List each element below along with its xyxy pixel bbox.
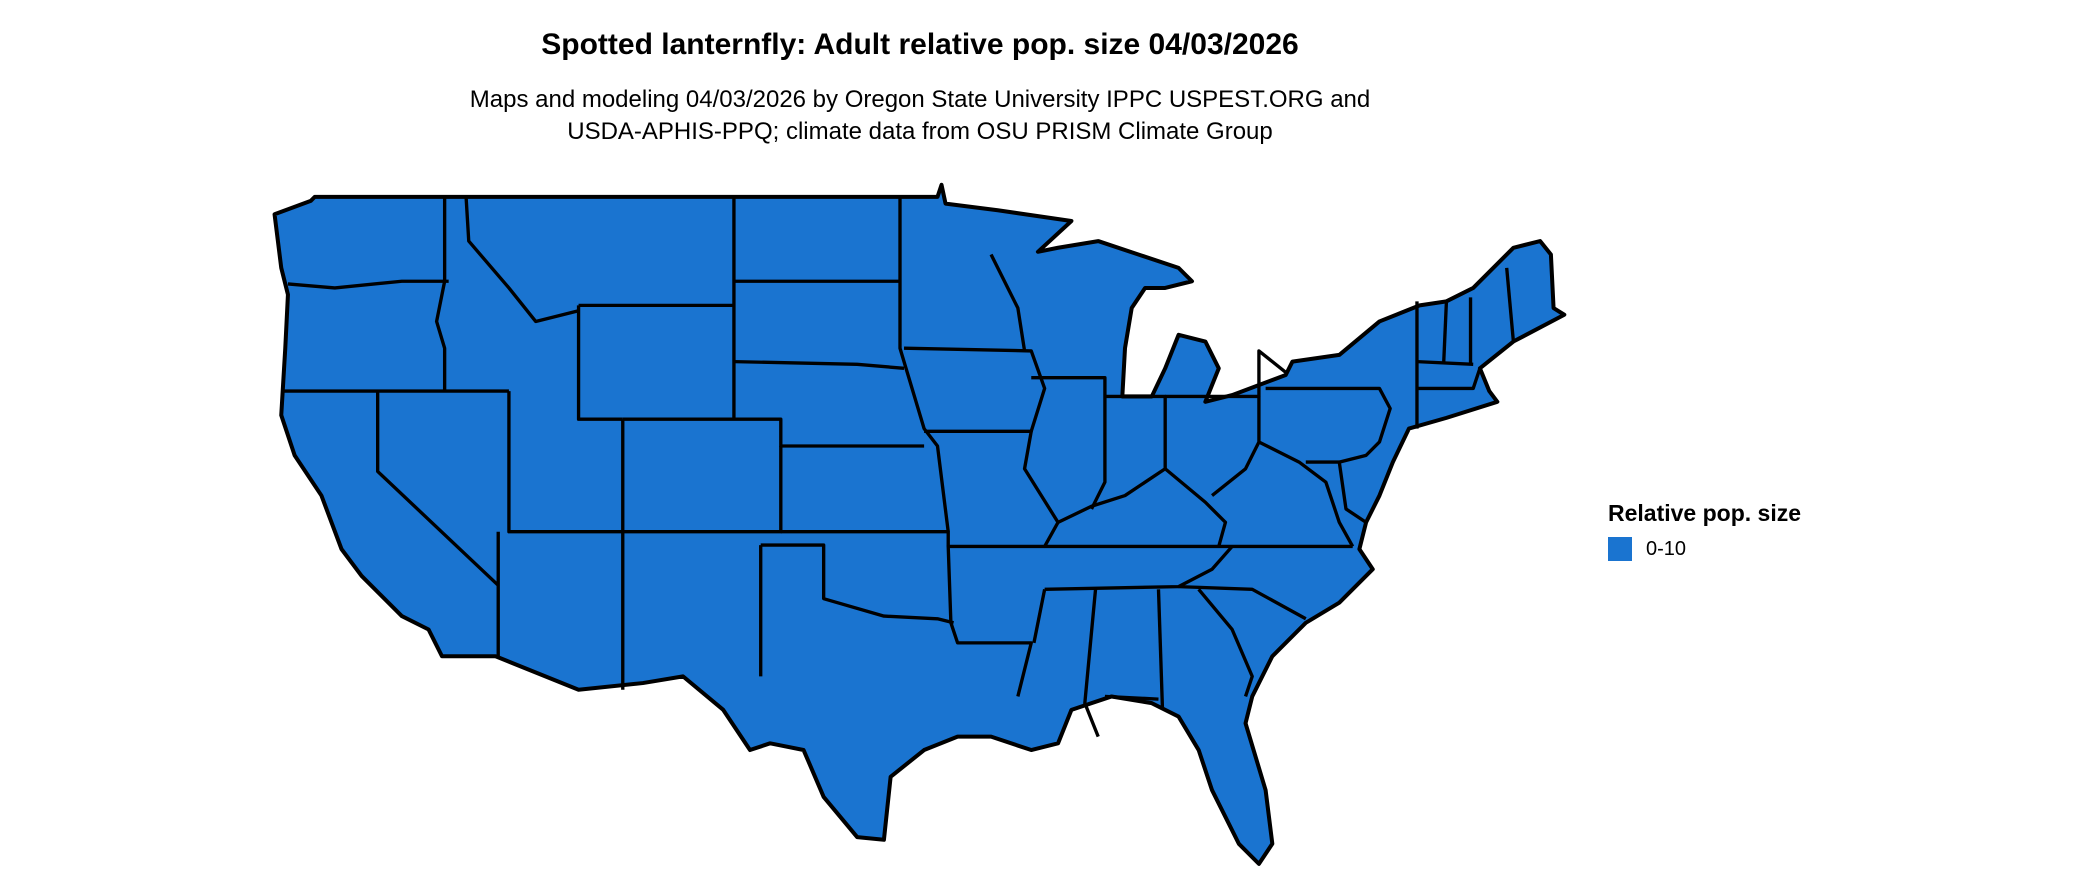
legend-title: Relative pop. size bbox=[1608, 500, 1802, 526]
state-borders bbox=[281, 196, 1516, 738]
map-subtitle-line-2: USDA-APHIS-PPQ; climate data from OSU PR… bbox=[567, 118, 1273, 145]
map-title: Spotted lanternfly: Adult relative pop. … bbox=[541, 28, 1299, 61]
us-outline bbox=[272, 182, 1567, 866]
legend-item: 0-10 bbox=[1608, 537, 1801, 561]
legend: Relative pop. size 0-10 bbox=[1608, 500, 1801, 561]
legend-swatch bbox=[1608, 537, 1632, 561]
legend-label: 0-10 bbox=[1646, 537, 1687, 560]
map-subtitle-line-1: Maps and modeling 04/03/2026 by Oregon S… bbox=[469, 86, 1371, 113]
